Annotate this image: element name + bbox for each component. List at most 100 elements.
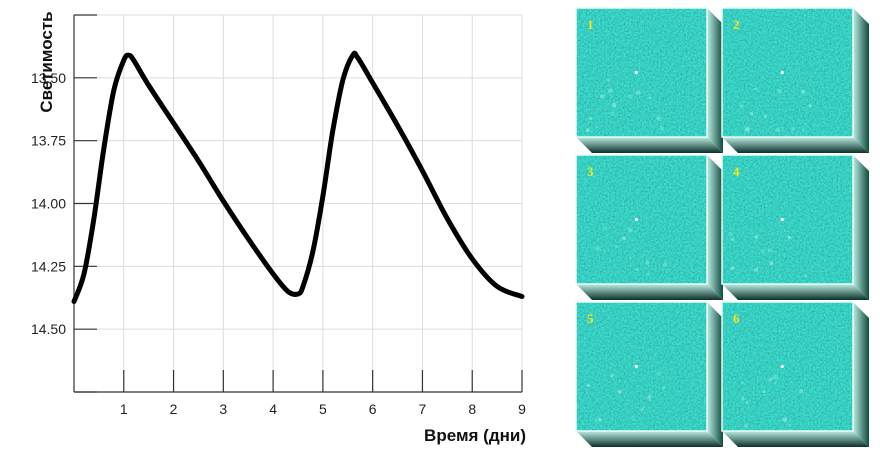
bright-point xyxy=(780,217,784,222)
frame-number: 3 xyxy=(587,164,594,179)
bright-speckle xyxy=(617,389,622,394)
frame-texture xyxy=(722,302,853,431)
bright-speckle xyxy=(750,111,754,116)
frame-number: 1 xyxy=(587,17,594,32)
bright-speckle xyxy=(646,272,650,276)
bright-speckle xyxy=(778,275,781,278)
bright-speckle xyxy=(628,94,633,99)
bright-point xyxy=(780,364,784,369)
bright-speckle xyxy=(622,236,627,241)
bright-speckle xyxy=(803,122,806,125)
bright-speckle xyxy=(581,230,584,232)
bright-speckle xyxy=(745,401,749,405)
bright-speckle xyxy=(754,267,758,272)
bright-speckle xyxy=(599,94,605,99)
bright-speckle xyxy=(604,108,607,111)
bright-speckle xyxy=(631,415,634,418)
frame-texture xyxy=(576,155,707,284)
image-frame-4: 4 xyxy=(721,154,869,300)
frame-border xyxy=(575,7,708,138)
x-axis-ticks: 1 2 3 4 5 6 7 8 9 xyxy=(120,370,526,417)
bright-speckle xyxy=(595,125,598,128)
frame-side-face xyxy=(853,302,869,447)
frame-bottom-face xyxy=(576,137,723,153)
bright-speckle xyxy=(615,244,618,248)
light-curve-chart: 13.50 13.75 14.00 14.25 14.50 1 2 3 4 5 6 7 8 9 Свет… xyxy=(31,11,526,445)
bright-speckle xyxy=(633,418,635,421)
bright-speckle xyxy=(741,381,744,385)
bright-speckle xyxy=(804,378,807,380)
sunspot-image-sequence: 1 2 3 4 5 6 xyxy=(575,7,869,447)
bright-speckle xyxy=(730,266,735,271)
frame-side-face xyxy=(707,8,723,153)
bright-speckle xyxy=(607,88,613,93)
bright-speckle xyxy=(611,418,614,421)
bright-speckle xyxy=(648,399,651,402)
bright-speckle xyxy=(741,397,745,401)
frame-number: 2 xyxy=(733,17,740,32)
bright-point xyxy=(634,70,638,75)
bright-speckle xyxy=(603,249,605,251)
bright-speckle xyxy=(640,407,644,412)
x-tick-label: 5 xyxy=(319,401,327,417)
x-tick-label: 3 xyxy=(219,401,227,417)
frame-side-face xyxy=(707,155,723,300)
bright-speckle xyxy=(772,374,778,380)
bright-speckle xyxy=(739,104,744,108)
bright-speckle xyxy=(629,256,632,259)
bright-speckle xyxy=(643,406,645,408)
bright-speckle xyxy=(804,274,807,277)
bright-speckle xyxy=(662,262,668,268)
x-tick-label: 8 xyxy=(468,401,476,417)
bright-speckle xyxy=(783,230,786,232)
bright-speckle xyxy=(635,268,639,271)
frame-number: 4 xyxy=(733,164,740,179)
frame-texture xyxy=(722,155,853,284)
frame-border xyxy=(721,154,854,285)
bright-speckle xyxy=(647,394,652,399)
x-tick-label: 7 xyxy=(419,401,427,417)
bright-speckle xyxy=(802,128,805,131)
bright-speckle xyxy=(607,78,611,82)
frame-side-face xyxy=(853,155,869,300)
bright-speckle xyxy=(589,116,593,121)
bright-speckle xyxy=(728,231,733,236)
y-tick-label: 14.00 xyxy=(31,196,66,212)
bright-speckle xyxy=(628,228,633,233)
bright-speckle xyxy=(743,100,745,102)
frame-bottom-face xyxy=(576,431,723,447)
frame-border xyxy=(721,7,854,138)
frame-side-face xyxy=(853,8,869,153)
bright-speckle xyxy=(746,228,749,230)
x-tick-label: 2 xyxy=(170,401,178,417)
bright-speckle xyxy=(645,261,650,265)
frame-texture xyxy=(576,302,707,431)
bright-speckle xyxy=(781,129,784,132)
frame-border xyxy=(575,301,708,432)
frame-texture xyxy=(722,8,853,137)
bright-speckle xyxy=(768,377,773,382)
bright-speckle xyxy=(611,102,617,108)
bright-speckle xyxy=(788,423,792,427)
bright-speckle xyxy=(744,424,748,428)
bright-point xyxy=(780,70,784,75)
bright-speckle xyxy=(586,383,590,388)
x-tick-label: 4 xyxy=(269,401,277,417)
y-axis-label: Светимость xyxy=(37,11,56,112)
bright-speckle xyxy=(605,234,609,237)
bright-speckle xyxy=(762,390,766,393)
bright-speckle xyxy=(791,126,795,131)
y-tick-label: 13.50 xyxy=(31,70,66,86)
x-tick-label: 1 xyxy=(120,401,128,417)
frame-side-face xyxy=(707,302,723,447)
bright-speckle xyxy=(731,237,734,241)
bright-speckle xyxy=(598,418,602,422)
image-frame-6: 6 xyxy=(721,301,869,447)
bright-speckle xyxy=(656,116,661,121)
bright-speckle xyxy=(763,114,767,118)
y-axis-ticks: 13.50 13.75 14.00 14.25 14.50 xyxy=(31,14,97,393)
bright-speckle xyxy=(773,381,777,385)
bright-speckle xyxy=(769,261,774,266)
bright-speckle xyxy=(777,89,782,94)
frame-bottom-face xyxy=(722,431,869,447)
